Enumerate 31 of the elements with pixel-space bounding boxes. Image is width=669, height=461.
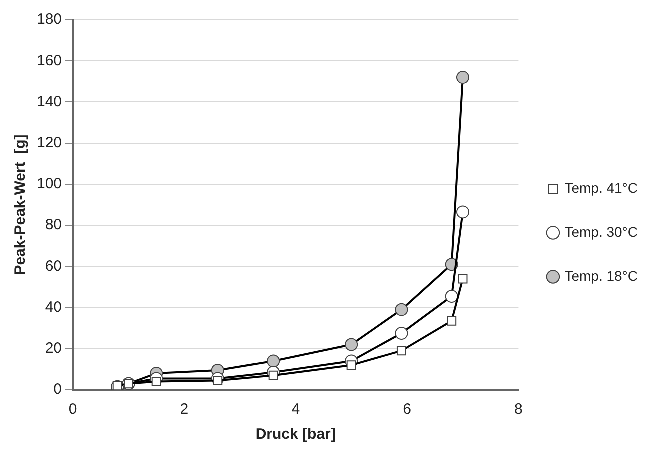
y-tick-label: 80 <box>45 216 62 234</box>
point <box>395 326 408 340</box>
y-axis-title: Peak-Peak-Wert [g] <box>12 134 30 276</box>
legend-label: Temp. 41°C <box>564 180 638 196</box>
point <box>395 303 408 316</box>
point <box>458 274 468 284</box>
y-tick-label: 180 <box>36 11 62 28</box>
x-tick-label: 4 <box>292 401 300 418</box>
y-tick-label: 140 <box>36 93 62 110</box>
y-tick-label: 100 <box>36 176 62 193</box>
legend-label: Temp. 30°C <box>564 224 638 240</box>
point <box>447 316 457 326</box>
y-tick-label: 0 <box>54 381 62 398</box>
point <box>445 290 458 303</box>
y-tick-label: 120 <box>36 134 62 152</box>
x-axis-title: Druck [bar] <box>256 426 336 444</box>
y-tick-label: 160 <box>36 52 62 70</box>
point <box>396 346 406 356</box>
y-tick-label: 20 <box>45 340 62 358</box>
legend-label: Temp. 18°C <box>564 268 638 284</box>
point <box>346 360 356 370</box>
point <box>456 206 470 219</box>
point <box>456 71 470 84</box>
point <box>345 338 358 352</box>
x-tick-label: 2 <box>180 401 189 418</box>
x-tick-label: 8 <box>514 401 523 418</box>
y-tick-label: 40 <box>45 298 62 316</box>
x-tick-label: 0 <box>68 401 78 418</box>
point <box>267 354 280 368</box>
y-tick-label: 60 <box>45 258 62 275</box>
x-tick-label: 6 <box>403 401 412 418</box>
